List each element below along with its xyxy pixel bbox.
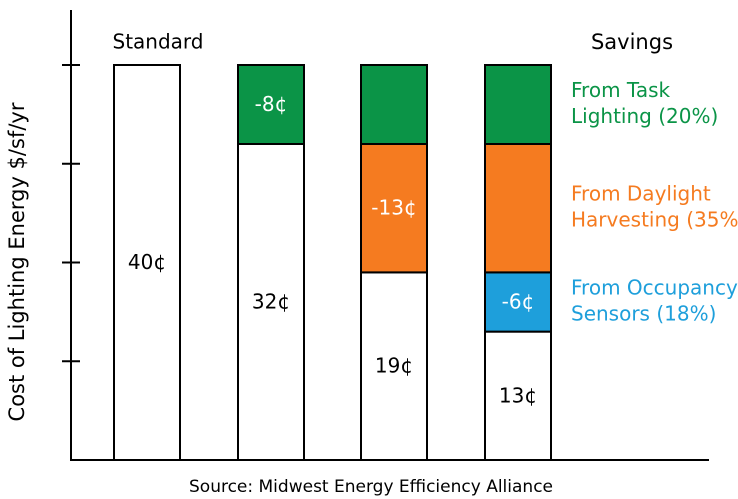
bar-2-base	[237, 143, 305, 461]
bar-1-top-label: Standard	[113, 30, 204, 54]
legend-entry-occupancy: Sensors (18%)	[571, 302, 716, 326]
bar-2-segment-task	[237, 64, 305, 145]
bar-4-segment-daylight	[484, 143, 552, 274]
legend-entry-task: From Task	[571, 78, 670, 102]
bar-3-segment-task	[360, 64, 428, 145]
bar-3-segment-daylight	[360, 143, 428, 274]
bar-4-value-label: 13¢	[499, 383, 537, 407]
bar-3-segment-label: -13¢	[371, 196, 416, 220]
bar-4-base	[484, 330, 552, 461]
legend-title: Savings	[591, 30, 673, 54]
bar-4-segment-label: -6¢	[502, 290, 535, 314]
bar-1-base	[113, 64, 181, 461]
bar-2-segment-label: -8¢	[255, 92, 288, 116]
legend-entry-occupancy: From Occupancy	[571, 276, 738, 300]
legend-entry-daylight: Harvesting (35%)	[571, 208, 738, 232]
bar-3-value-label: 19¢	[375, 354, 413, 378]
bar-4-segment-occupancy	[484, 271, 552, 333]
bar-4-segment-task	[484, 64, 552, 145]
source-note: Source: Midwest Energy Efficiency Allian…	[189, 477, 553, 497]
bar-1-value-label: 40¢	[128, 250, 166, 274]
bar-2-value-label: 32¢	[252, 290, 290, 314]
legend-entry-daylight: From Daylight	[571, 182, 711, 206]
legend-entry-task: Lighting (20%)	[571, 104, 718, 128]
y-axis-label: Cost of Lighting Energy $/sf/yr	[5, 102, 29, 421]
